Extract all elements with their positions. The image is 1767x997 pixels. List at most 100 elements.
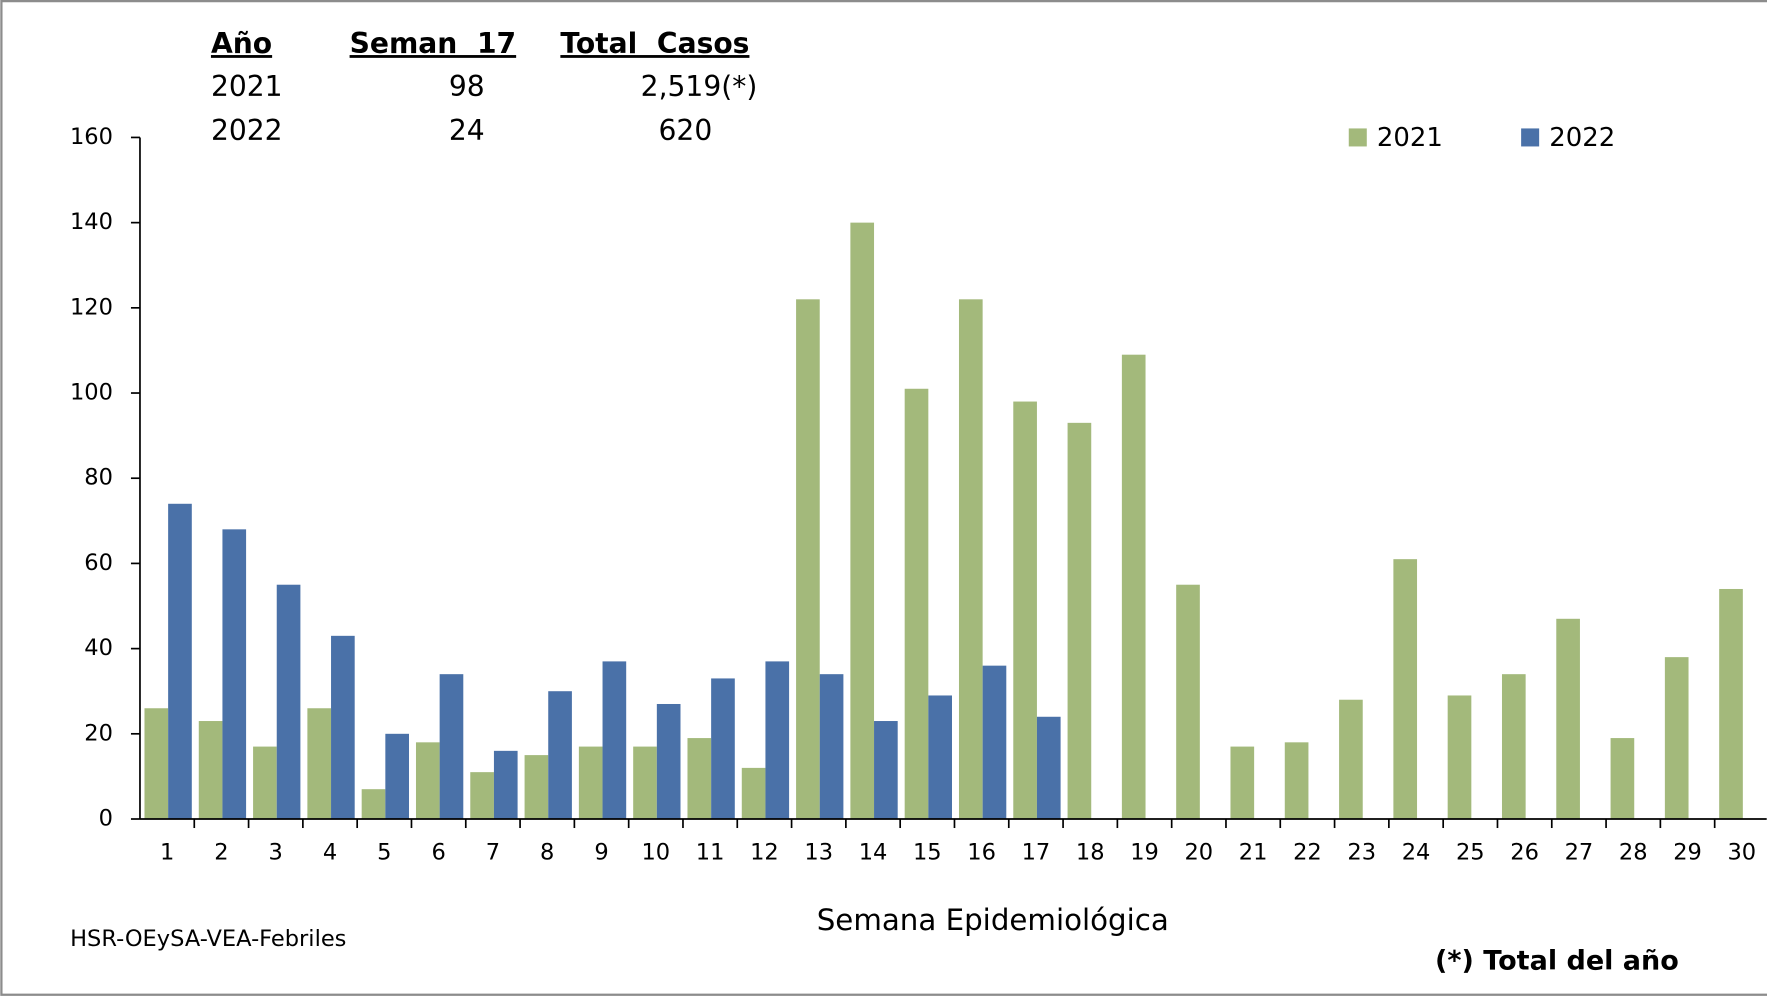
table-header: Total Casos [560, 27, 749, 60]
x-tick-label: 17 [1022, 839, 1051, 865]
bar [548, 691, 572, 820]
bar [361, 789, 386, 820]
bar [1284, 742, 1309, 820]
x-tick-label: 10 [641, 839, 670, 865]
bar [1393, 559, 1418, 820]
bar [687, 738, 712, 820]
y-tick-label: 100 [70, 380, 113, 406]
bar [222, 529, 247, 820]
x-tick-label: 13 [804, 839, 833, 865]
y-tick-label: 40 [84, 635, 113, 661]
x-tick-label: 27 [1565, 839, 1594, 865]
x-tick-label: 19 [1130, 839, 1159, 865]
bar [602, 661, 627, 820]
x-tick-label: 5 [377, 839, 391, 865]
x-tick-label: 1 [160, 839, 174, 865]
bar [656, 703, 681, 820]
bar [982, 665, 1007, 820]
bar [1447, 695, 1472, 820]
x-tick-label: 26 [1510, 839, 1539, 865]
bar [765, 661, 790, 820]
legend-swatch [1521, 128, 1540, 147]
x-tick-label: 15 [913, 839, 942, 865]
footnote: (*) Total del año [1435, 946, 1679, 977]
bar [276, 584, 301, 820]
source: HSR-OEySA-VEA-Febriles [70, 926, 346, 952]
bar [1719, 588, 1743, 820]
table-cell: 620 [659, 114, 713, 147]
bar [1176, 584, 1200, 820]
x-tick-label: 8 [540, 839, 554, 865]
bar [307, 708, 332, 820]
x-tick-label: 9 [594, 839, 608, 865]
bar [741, 767, 766, 820]
x-tick-label: 24 [1402, 839, 1431, 865]
y-tick-label: 20 [84, 720, 113, 746]
bar [470, 772, 494, 820]
bar [1067, 422, 1092, 820]
bar [385, 733, 409, 820]
bar [1610, 738, 1635, 820]
bar [1339, 699, 1363, 820]
bar [1230, 746, 1255, 820]
x-tick-label: 23 [1347, 839, 1376, 865]
y-tick-label: 140 [70, 209, 113, 235]
x-axis-title: Semana Epidemiológica [817, 903, 1169, 937]
bar [850, 222, 875, 820]
x-tick-label: 22 [1293, 839, 1322, 865]
bar [493, 750, 518, 820]
y-tick-label: 160 [70, 124, 113, 150]
x-tick-label: 7 [486, 839, 500, 865]
bar [904, 388, 929, 820]
bar [796, 299, 820, 820]
bar [578, 746, 603, 820]
legend-swatch [1348, 128, 1367, 147]
bar [524, 755, 549, 820]
table-cell: 2,519(*) [641, 70, 758, 103]
table-header: Seman 17 [350, 27, 517, 60]
x-tick-label: 18 [1076, 839, 1105, 865]
bar [1013, 401, 1037, 820]
y-tick-label: 80 [84, 465, 113, 491]
bar [331, 635, 355, 820]
bar [1556, 618, 1580, 820]
bar [168, 503, 192, 820]
x-tick-label: 16 [967, 839, 996, 865]
bar [874, 721, 898, 820]
x-tick-label: 6 [431, 839, 445, 865]
x-tick-label: 2 [214, 839, 228, 865]
table-cell: 2021 [211, 70, 283, 103]
x-tick-label: 11 [696, 839, 725, 865]
x-tick-label: 30 [1727, 839, 1756, 865]
bar [1664, 657, 1689, 820]
x-tick-label: 29 [1673, 839, 1702, 865]
table-cell: 98 [449, 70, 485, 103]
bar [711, 678, 735, 820]
x-tick-label: 14 [859, 839, 888, 865]
bar [819, 674, 844, 820]
bar [958, 299, 983, 820]
legend-label: 2022 [1549, 123, 1615, 153]
y-tick-label: 120 [70, 294, 113, 320]
bar [1501, 674, 1526, 820]
bar [1121, 354, 1146, 820]
table-cell: 24 [449, 114, 485, 147]
bar [144, 708, 169, 820]
bar [439, 674, 464, 820]
x-tick-label: 28 [1619, 839, 1648, 865]
table-cell: 2022 [211, 114, 283, 147]
bar [198, 721, 223, 820]
x-tick-label: 21 [1239, 839, 1268, 865]
legend-label: 2021 [1377, 123, 1443, 153]
y-tick-label: 60 [84, 550, 113, 576]
bar [1036, 716, 1061, 820]
x-tick-label: 12 [750, 839, 779, 865]
x-tick-label: 3 [269, 839, 283, 865]
bar [415, 742, 440, 820]
x-tick-label: 4 [323, 839, 337, 865]
bar [633, 746, 657, 820]
x-tick-label: 20 [1184, 839, 1213, 865]
bar [928, 695, 952, 820]
